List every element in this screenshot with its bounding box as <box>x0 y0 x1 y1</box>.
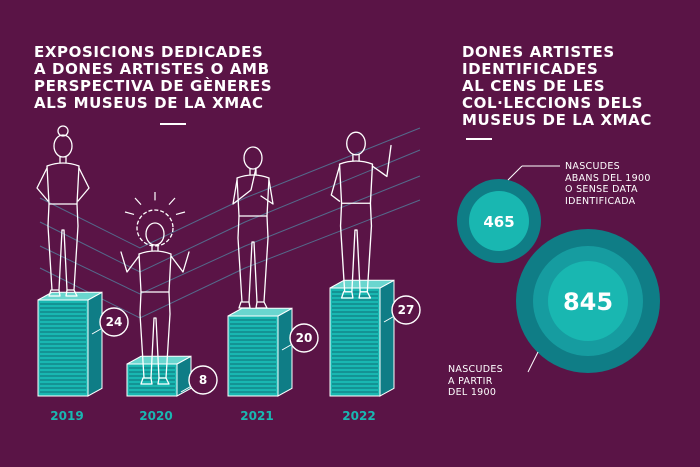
bubble-big: 845 <box>516 229 660 373</box>
year-label-2021: 2021 <box>240 409 273 423</box>
left-title-line: EXPOSICIONS DEDICADES <box>34 43 264 61</box>
perspective-line-0 <box>39 127 421 249</box>
figure-curly-hair <box>136 209 174 247</box>
figure-head <box>243 146 263 170</box>
bubble-note-big-line: A PARTIR <box>448 375 493 387</box>
value-label-2020: 8 <box>199 373 207 387</box>
woman-figure-icon <box>120 222 190 385</box>
figure-legs <box>339 202 373 293</box>
figure-hair-bun <box>57 125 69 137</box>
value-label-2021: 20 <box>296 331 313 345</box>
bubble-small-value: 465 <box>483 213 514 231</box>
figure-head <box>53 134 73 158</box>
figure-feet <box>140 377 170 385</box>
ray-0 <box>124 211 135 215</box>
figure-legs <box>237 215 269 303</box>
right-title-line: IDENTIFICADES <box>462 60 599 78</box>
right-title-rule <box>466 138 492 140</box>
figure-torso <box>338 160 374 204</box>
bubble-label-after-1900: NASCUDES A PARTIR DEL 1900 <box>448 364 503 399</box>
value-circle-2022 <box>391 295 421 325</box>
figure-feet <box>48 289 78 297</box>
bar-2019: 24 2019 <box>37 291 129 423</box>
left-title-rule <box>160 123 186 125</box>
bar-2022: 27 2022 <box>329 279 421 423</box>
bubble-note-small-line: O SENSE DATA <box>565 184 638 195</box>
figure-neck <box>59 156 67 164</box>
bubble-note-small-line: NASCUDES <box>565 161 620 172</box>
bubble-note-big-line: DEL 1900 <box>448 387 497 398</box>
right-title-line: AL CENS DE LES <box>462 77 606 95</box>
value-circle-2020 <box>188 365 218 395</box>
bubble-big-inner <box>548 261 628 341</box>
left-title-line: PERSPECTIVA DE GÈNERES <box>34 77 273 95</box>
figure-arms <box>120 251 190 273</box>
perspective-line-2 <box>39 175 421 295</box>
right-title-line: DONES ARTISTES <box>462 43 615 61</box>
ray-3 <box>168 197 176 206</box>
right-title-line: COL·LECCIONS DELS <box>462 94 644 112</box>
bubble-small-inner <box>469 191 529 251</box>
bubble-small: 465 <box>457 165 560 263</box>
woman-figure-icon <box>232 146 274 309</box>
figure-legs <box>139 291 171 379</box>
bar-2020: 8 2020 <box>126 355 218 423</box>
left-title-line: ALS MUSEUS DE LA XMAC <box>34 94 264 112</box>
value-circle-2019 <box>99 307 129 337</box>
figure-head <box>145 222 165 246</box>
value-circle-2021 <box>289 323 319 353</box>
bubble-big-pointer <box>527 351 539 373</box>
perspective-line-1 <box>39 149 421 273</box>
right-title: DONES ARTISTES IDENTIFICADES AL CENS DE LE… <box>462 44 692 129</box>
bubble-note-big-line: NASCUDES <box>448 364 503 375</box>
figure-feet <box>238 301 268 309</box>
figure-torso <box>236 174 270 217</box>
bar-side-2022 <box>379 279 395 397</box>
bar-2021: 20 2021 <box>227 307 319 423</box>
figure-legs <box>47 203 79 291</box>
bubble-small-pointer <box>507 165 523 181</box>
ray-1 <box>134 197 142 206</box>
value-label-2022: 27 <box>398 303 415 317</box>
value-label-2019: 24 <box>106 315 123 329</box>
figure-head <box>346 131 366 156</box>
bar-front-2022 <box>329 287 381 397</box>
left-title: EXPOSICIONS DEDICADES A DONES ARTISTES O … <box>34 44 334 112</box>
figure-arms <box>36 167 90 202</box>
figure-torso <box>46 162 80 205</box>
figure-torso <box>138 250 172 293</box>
bubble-note-small-line: IDENTIFICADA <box>565 195 636 207</box>
left-title-line: A DONES ARTISTES O AMB <box>34 60 270 78</box>
woman-figure-icon <box>36 134 90 297</box>
bubble-note-small-line: ABANS DEL 1900 <box>565 172 651 184</box>
ray-4 <box>175 211 186 215</box>
year-label-2019: 2019 <box>50 409 83 423</box>
year-label-2022: 2022 <box>342 409 375 423</box>
figure-neck <box>352 154 360 162</box>
bar-side-2021 <box>277 307 293 397</box>
year-label-2020: 2020 <box>139 409 172 423</box>
bubble-big-value: 845 <box>563 288 613 316</box>
figure-arms <box>330 144 392 202</box>
figure-feet <box>340 291 372 299</box>
woman-figure-icon <box>330 131 392 299</box>
right-title-line: MUSEUS DE LA XMAC <box>462 111 652 129</box>
figure-arms <box>232 167 274 205</box>
bar-side-2019 <box>87 291 103 397</box>
bubble-label-before-1900: NASCUDES ABANS DEL 1900 O SENSE DATA IDENTI… <box>565 161 651 207</box>
